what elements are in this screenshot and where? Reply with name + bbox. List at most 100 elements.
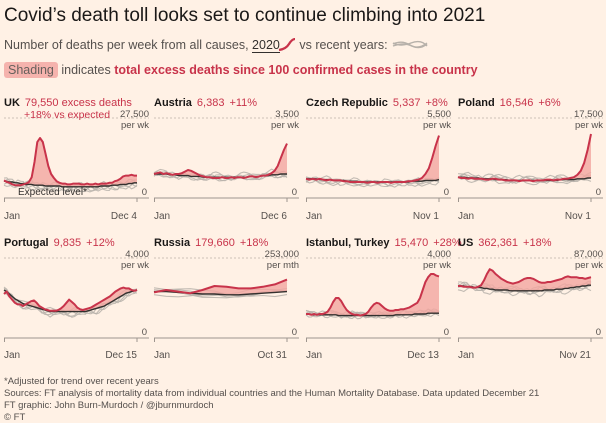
country-name: US [458,237,473,249]
panel-us: US 362,361 +18% [457,237,603,342]
y-max-label: 5,500 [427,109,451,120]
y-zero-label: 0 [142,187,147,198]
line-2020 [457,133,592,183]
y-unit-label: per wk [121,260,149,271]
excess-percent: +8% [425,97,448,109]
shading-middle: indicates [61,63,111,77]
excess-shading [306,274,439,316]
x-end-label: Nov 1 [413,211,440,222]
y-unit-label: per wk [423,120,451,131]
excess-deaths: 5,337 [393,97,421,109]
y-max-label: 87,000 [574,249,603,260]
x-start-label: Jan [154,211,170,222]
panel-header: Czech Republic 5,337 +8% [306,97,448,109]
x-end-label: Dec 15 [105,350,137,361]
excess-deaths: 362,361 [478,237,518,249]
y-max-label: 4,000 [427,249,451,260]
country-name: Russia [154,237,191,249]
x-start-label: Jan [458,211,474,222]
excess-deaths: 15,470 [395,237,429,249]
recent-year-line [3,177,138,192]
y-zero-label: 0 [292,187,297,198]
panel-header: Poland 16,546 +6% [458,97,561,109]
recent-year-line [3,288,138,318]
excess-deaths: 179,660 [195,237,235,249]
panel-uk: UK 79,550 excess deaths [3,97,149,202]
y-max-label: 4,000 [125,249,149,260]
shading-legend: Shading indicates total excess deaths si… [4,62,478,78]
footer-copyright: © FT [4,412,26,423]
grey-lines-legend-icon [392,40,428,49]
x-end-label: Dec 6 [261,211,288,222]
panel-header: Austria 6,383 +11% [154,97,257,109]
y-max-label: 3,500 [275,109,299,120]
excess-percent: +11% [229,97,257,109]
x-start-label: Jan [306,211,322,222]
y-unit-label: per wk [271,120,299,131]
excess-deaths: 16,546 [500,97,534,109]
y-zero-label: 0 [444,327,449,338]
x-start-label: Jan [306,350,322,361]
excess-shading [306,135,439,182]
subtitle-year: 2020 [252,38,280,53]
line-2020 [458,268,592,289]
footer-note: *Adjusted for trend over recent years [4,376,159,387]
expected-level-annotation: Expected level* [18,187,87,198]
x-end-label: Dec 13 [407,350,439,361]
y-zero-label: 0 [142,327,147,338]
y-max-label: 17,500 [574,109,603,120]
shading-swatch: Shading [4,62,58,78]
line-2020 [3,137,137,187]
chart-title: Covid’s death toll looks set to continue… [4,5,486,26]
country-name: Austria [154,97,193,109]
y-zero-label: 0 [596,187,601,198]
y-unit-label: per wk [575,120,603,131]
recent-year-line [153,171,288,181]
y-zero-label: 0 [596,327,601,338]
country-name: Portugal [4,237,49,249]
expected-line [306,312,439,317]
panel-portugal: Portugal 9,835 +12% [3,237,149,342]
panel-poland: Poland 16,546 +6% [457,97,603,202]
line-2020 [153,278,288,295]
country-name: Poland [458,97,495,109]
panel-header: Russia 179,660 +18% [154,237,269,249]
x-start-label: Jan [4,350,20,361]
x-start-label: Jan [4,211,20,222]
excess-percent: +18% vs expected [24,109,110,121]
excess-percent: +18% [523,237,552,249]
y-zero-label: 0 [444,187,449,198]
line-2020 [306,273,440,317]
panel-czech-republic: Czech Republic 5,337 +8% [305,97,451,202]
expected-line [458,284,591,292]
excess-shading [458,269,591,291]
y-unit-label: per wk [575,260,603,271]
x-start-label: Jan [458,350,474,361]
country-name: UK [4,97,20,109]
excess-deaths: 79,550 excess deaths [25,97,133,109]
shading-emphasis: total excess deaths since 100 confirmed … [114,63,478,77]
footer-sources: Sources: FT analysis of mortality data f… [4,388,540,399]
subtitle-prefix: Number of deaths per week from all cause… [4,38,249,52]
excess-deaths: 6,383 [197,97,225,109]
line-2020 [153,143,288,179]
x-end-label: Nov 21 [559,350,591,361]
y-max-label: 27,500 [120,109,149,120]
y-max-label: 253,000 [265,249,299,260]
y-unit-label: per mth [267,260,299,271]
y-zero-label: 0 [292,327,297,338]
panel-russia: Russia 179,660 +18% [153,237,299,342]
x-start-label: Jan [154,350,170,361]
footer-credit: FT graphic: John Burn-Murdoch / @jburnmu… [4,400,214,411]
country-name: Istanbul, Turkey [306,237,390,249]
panel-header: Portugal 9,835 +12% [4,237,115,249]
recent-year-line [305,175,440,187]
panel-header: Istanbul, Turkey 15,470 +28% [306,237,462,249]
y-unit-label: per wk [423,260,451,271]
chart-subtitle: Number of deaths per week from all cause… [4,37,428,53]
excess-deaths: 9,835 [54,237,82,249]
y-unit-label: per wk [121,120,149,131]
x-end-label: Nov 1 [565,211,592,222]
subtitle-suffix: vs recent years: [299,38,388,52]
